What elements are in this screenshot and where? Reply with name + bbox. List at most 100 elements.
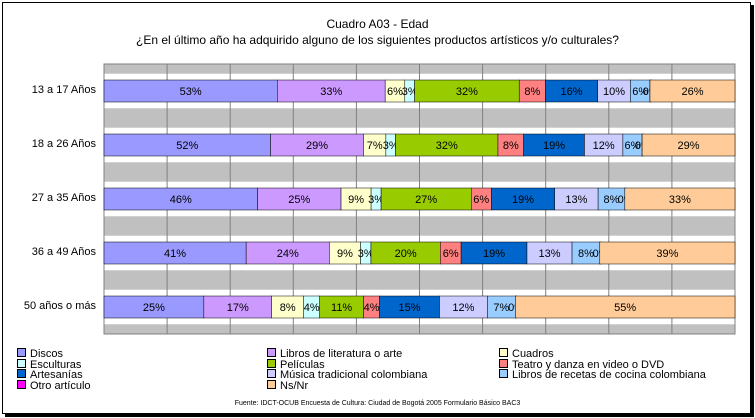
legend-label: Esculturas bbox=[30, 358, 82, 371]
data-label: 3% bbox=[368, 194, 384, 206]
legend-item: Cuadros bbox=[499, 348, 554, 360]
category-axis-labels: 13 a 17 Años 18 a 26 Años 27 a 35 Años 36 a… bbox=[0, 0, 96, 418]
data-label: 3% bbox=[383, 140, 399, 152]
data-label: 17% bbox=[227, 302, 249, 314]
data-label: 12% bbox=[452, 302, 474, 314]
bar-segment bbox=[624, 187, 736, 211]
source-note: Fuente: IDCT-OCUB Encuesta de Cultura: C… bbox=[234, 400, 521, 407]
data-label: 16% bbox=[561, 86, 583, 98]
data-label: 26% bbox=[681, 86, 703, 98]
legend-label: Teatro y danza en video o DVD bbox=[512, 358, 665, 371]
legend-label: Música tradicional colombiana bbox=[280, 369, 428, 381]
data-label: 6% bbox=[625, 140, 641, 152]
legend-swatch bbox=[499, 348, 508, 357]
bar-segment bbox=[641, 133, 736, 157]
legend-swatch bbox=[267, 358, 276, 368]
chart-title: Cuadro A03 - Edad bbox=[326, 17, 429, 31]
legend-label: Ns/Nr bbox=[280, 379, 309, 392]
data-label: 20% bbox=[395, 248, 417, 260]
data-label: 6% bbox=[473, 194, 489, 206]
data-label: 32% bbox=[456, 86, 478, 98]
data-label: 33% bbox=[669, 194, 691, 206]
data-label: 4% bbox=[304, 302, 320, 314]
data-label: 41% bbox=[164, 248, 186, 260]
legend-swatch bbox=[17, 358, 26, 368]
data-label: 9% bbox=[337, 248, 353, 260]
data-label: 7% bbox=[367, 140, 383, 152]
data-label: 10% bbox=[603, 86, 625, 98]
legend-swatch bbox=[17, 379, 26, 389]
data-label: 19% bbox=[543, 140, 565, 152]
legend-swatch bbox=[499, 358, 508, 368]
data-label: 9% bbox=[348, 194, 364, 206]
legend-separator bbox=[3, 343, 750, 344]
legend-label: Artesanías bbox=[30, 369, 83, 381]
legend-label: Discos bbox=[30, 348, 64, 360]
data-label: 33% bbox=[320, 86, 342, 98]
data-label: 24% bbox=[277, 248, 299, 260]
data-label: 8% bbox=[280, 302, 296, 314]
legend-item: Artesanías bbox=[17, 369, 83, 381]
data-label: 12% bbox=[593, 140, 615, 152]
legend-item: Esculturas bbox=[17, 358, 82, 371]
bar-segment bbox=[599, 241, 736, 265]
legend: Discos Libros de literatura o arte Cuadros… bbox=[17, 348, 747, 394]
legend-swatch bbox=[267, 348, 276, 357]
legend-item: Libros de literatura o arte bbox=[267, 348, 402, 360]
data-label: 8% bbox=[524, 86, 540, 98]
data-label: 8% bbox=[578, 248, 594, 260]
bar-segment bbox=[649, 79, 736, 103]
legend-label: Películas bbox=[280, 358, 325, 371]
data-label: 6% bbox=[443, 248, 459, 260]
legend-swatch bbox=[17, 369, 26, 378]
data-label: 6% bbox=[387, 86, 403, 98]
data-label: 27% bbox=[415, 194, 437, 206]
category-label: 27 a 35 Años bbox=[31, 192, 96, 204]
data-label: 11% bbox=[331, 302, 352, 314]
data-label: 3% bbox=[402, 86, 418, 98]
legend-item: Ns/Nr bbox=[267, 379, 309, 392]
data-label: 53% bbox=[180, 86, 202, 98]
data-label: 4% bbox=[364, 302, 380, 314]
data-label: 25% bbox=[288, 194, 310, 206]
legend-label: Otro artículo bbox=[30, 379, 91, 392]
legend-swatch bbox=[499, 369, 508, 378]
legend-item: Otro artículo bbox=[17, 379, 91, 392]
legend-item: Discos bbox=[17, 348, 63, 360]
data-label: 13% bbox=[538, 248, 560, 260]
legend-label: Libros de recetas de cocina colombiana bbox=[512, 369, 706, 381]
data-label: 32% bbox=[436, 140, 458, 152]
chart-subtitle: ¿En el último año ha adquirido alguno de… bbox=[136, 33, 619, 47]
data-label: 8% bbox=[604, 194, 620, 206]
category-label: 18 a 26 Años bbox=[31, 138, 96, 150]
legend-label: Cuadros bbox=[512, 348, 554, 360]
data-label: 55% bbox=[614, 302, 636, 314]
data-label: 3% bbox=[358, 248, 374, 260]
data-label: 52% bbox=[176, 140, 198, 152]
data-label: 29% bbox=[306, 140, 328, 152]
bar-segment bbox=[515, 295, 736, 319]
data-label: 29% bbox=[678, 140, 700, 152]
category-label: 13 a 17 Años bbox=[31, 84, 96, 96]
category-label: 50 años o más bbox=[23, 300, 96, 312]
legend-item: Teatro y danza en video o DVD bbox=[499, 358, 665, 371]
legend-swatch bbox=[17, 348, 26, 357]
legend-swatch bbox=[267, 369, 276, 378]
data-label: 6% bbox=[632, 86, 648, 98]
legend-label: Libros de literatura o arte bbox=[280, 348, 403, 360]
data-label: 7% bbox=[493, 302, 509, 314]
data-label: 46% bbox=[170, 194, 192, 206]
data-label: 8% bbox=[503, 140, 519, 152]
data-label: 15% bbox=[399, 302, 421, 314]
data-label: 13% bbox=[565, 194, 587, 206]
category-label: 36 a 49 Años bbox=[31, 246, 96, 258]
data-label: 25% bbox=[143, 302, 165, 314]
legend-item: Música tradicional colombiana bbox=[267, 369, 427, 381]
legend-item: Películas bbox=[267, 358, 325, 371]
legend-swatch bbox=[267, 379, 276, 389]
data-label: 39% bbox=[656, 248, 678, 260]
legend-item: Libros de recetas de cocina colombiana bbox=[499, 369, 706, 381]
data-label: 19% bbox=[512, 194, 534, 206]
data-label: 19% bbox=[483, 248, 505, 260]
